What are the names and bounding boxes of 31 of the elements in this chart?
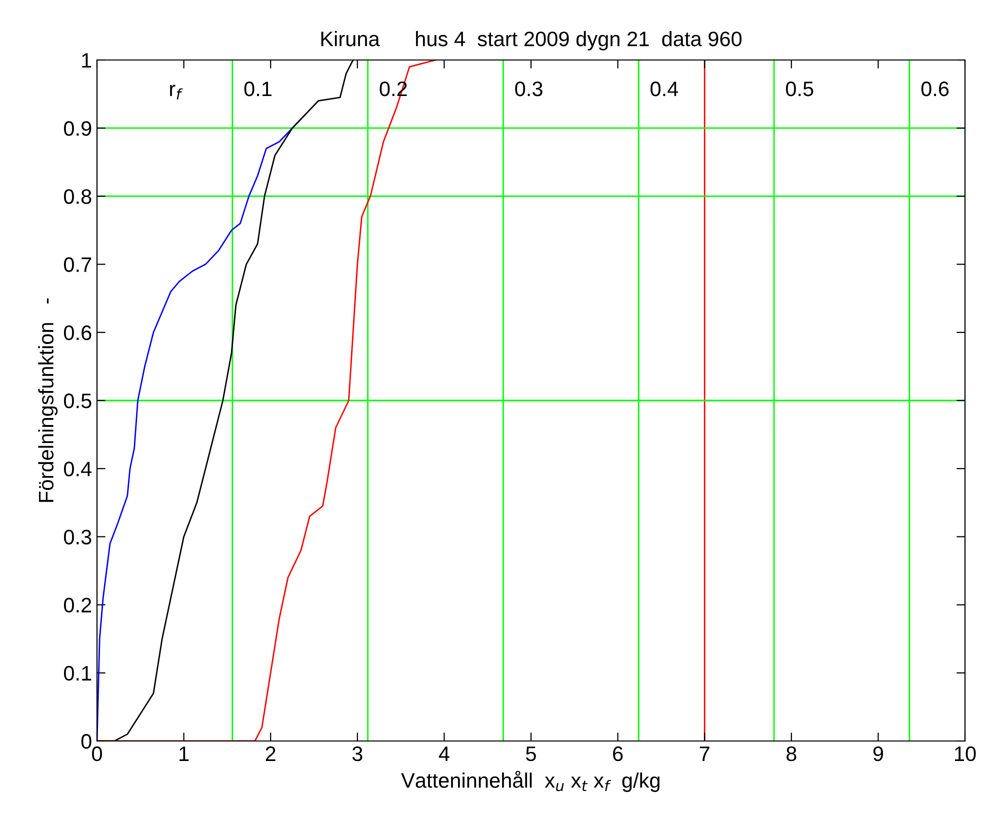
y-tick-label: 0.8 [64,189,92,204]
y-tick-label: 1 [82,53,92,68]
y-tick-label: 0.4 [64,462,92,476]
y-tick-label: 0.6 [64,325,92,340]
y-tick-label: 0.3 [64,530,92,544]
y-tick-label: 0.2 [64,598,92,613]
y-axis-title: Fördelningsfunktion - [38,298,58,502]
x-tick-label: 7 [700,746,710,761]
y-tick-label: 0.7 [64,257,92,272]
y-tick-label: 0.9 [64,121,92,136]
annotation: 0.6 [921,81,949,96]
x-tick-label: 10 [955,746,976,762]
annotation: 0.4 [650,81,678,96]
x-tick-label: 1 [180,746,189,761]
x-tick-label: 4 [438,746,450,761]
annotation: 0.1 [244,81,272,96]
x-tick-label: 3 [352,746,362,762]
annotation: r$_{f}$ [170,84,183,100]
x-tick-label: 6 [613,746,623,762]
x-axis-title: Vatteninnehåll x$_{u}$ x$_{t}$ x$_{f}$ g/kg [401,770,660,792]
annotation: 0.5 [786,81,814,96]
x-tick-label: 8 [786,746,796,762]
y-tick-label: 0 [81,734,92,749]
x-tick-label: 9 [873,746,884,762]
x-tick-label: 2 [266,746,276,761]
x-tick-label: 5 [526,746,536,762]
y-tick-label: 0.1 [64,666,92,681]
annotation: 0.3 [515,81,542,96]
y-tick-label: 0.5 [64,394,92,408]
x-tick-label: 0 [92,746,102,762]
chart-title: Kiruna hus 4 start 2009 dygn 21 data 960 [321,31,742,50]
